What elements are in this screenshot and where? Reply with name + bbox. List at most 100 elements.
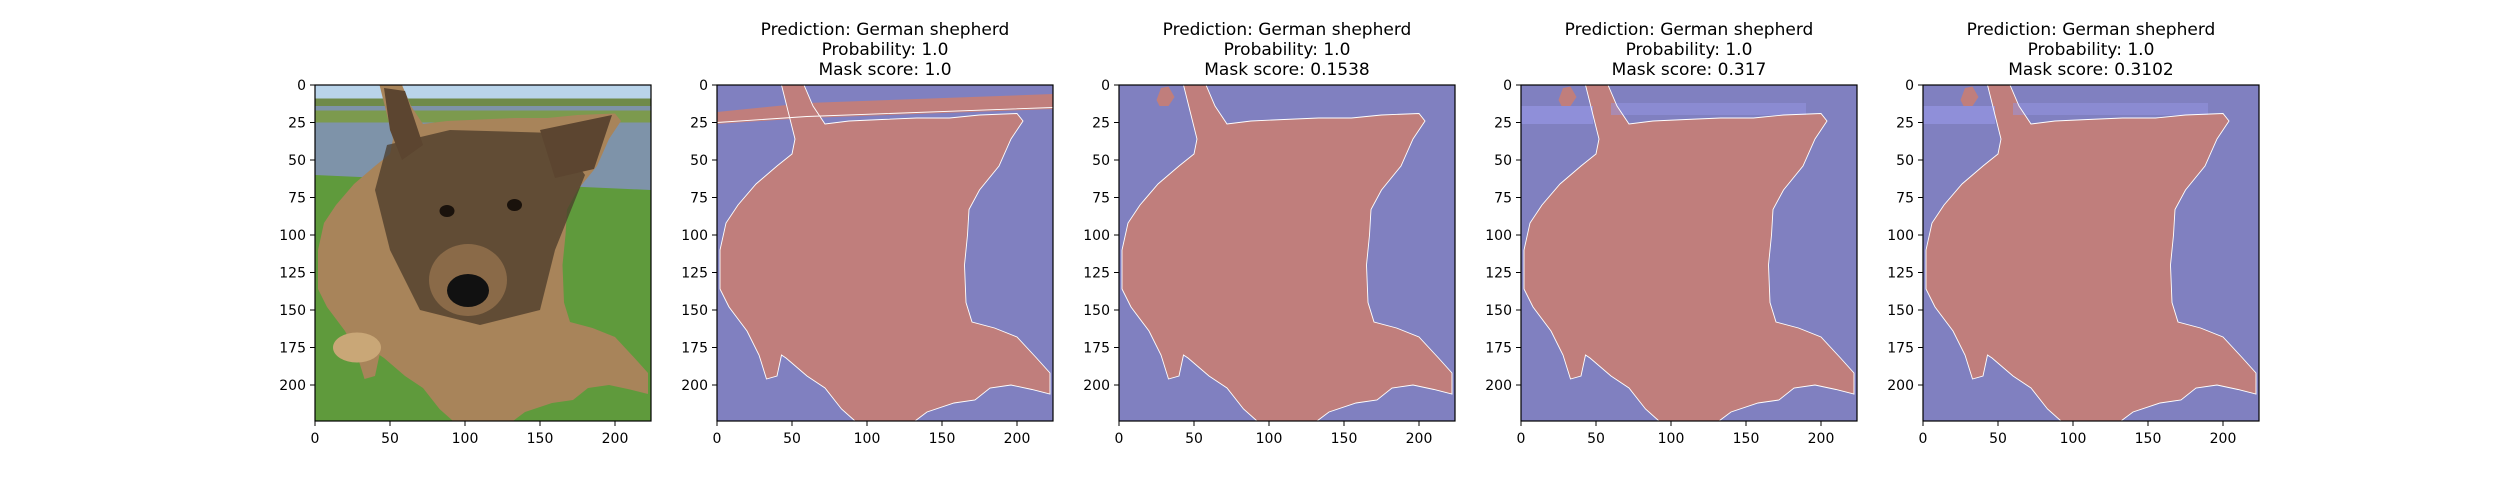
x-tick-label: 100	[452, 431, 479, 447]
y-tick-label: 200	[1485, 378, 1512, 394]
mask-outline	[1925, 85, 2257, 421]
dog-paw	[333, 332, 381, 363]
y-tick-label: 175	[279, 341, 306, 357]
y-tick-label: 25	[1092, 116, 1110, 132]
panel-title-line: Probability: 1.0	[2028, 40, 2155, 60]
mask-blob	[1156, 86, 1175, 106]
y-tick-label: 150	[279, 303, 306, 319]
x-tick-label: 50	[1185, 431, 1203, 447]
y-tick-label: 75	[1896, 191, 1914, 207]
mask-foreground	[1926, 85, 2256, 421]
y-tick-label: 0	[1503, 78, 1512, 94]
mask-strip-edge	[717, 107, 1053, 123]
x-tick-label: 100	[1256, 431, 1283, 447]
panel-image	[315, 85, 651, 421]
panel-title-line: Mask score: 0.1538	[1204, 60, 1369, 80]
x-tick-label: 150	[929, 431, 956, 447]
panel-1: 0 50 100 150 200 0 25 50 75 100 125 150 175 200	[279, 78, 652, 447]
axes-frame	[716, 84, 1054, 422]
panel-4: 0 50 100 150 200 0 25 50 75 100 125 150 175 200 Predic…	[1485, 20, 1858, 447]
y-tick-label: 100	[1485, 228, 1512, 244]
x-tick-label: 150	[2135, 431, 2162, 447]
y-tick-label: 0	[699, 78, 708, 94]
x-tick-label: 100	[1658, 431, 1685, 447]
y-tick-label: 0	[1101, 78, 1110, 94]
mask-highlight	[1611, 103, 1806, 115]
x-tick-label: 150	[1733, 431, 1760, 447]
mask-outline	[719, 85, 1051, 421]
panel-title-line: Prediction: German shepherd	[1565, 20, 1814, 40]
y-tick-label: 100	[1083, 228, 1110, 244]
y-tick-label: 150	[1083, 303, 1110, 319]
panel-2: 0 50 100 150 200 0 25 50 75 100 125 150 175 200 Predic…	[681, 20, 1054, 447]
y-tick-label: 50	[690, 153, 708, 169]
dog-left-ear	[384, 88, 423, 160]
panel-title-line: Prediction: German shepherd	[1163, 20, 1412, 40]
mask-foreground	[720, 85, 1050, 421]
y-tick-label: 150	[1887, 303, 1914, 319]
y-tick-label: 100	[1887, 228, 1914, 244]
y-tick-label: 150	[681, 303, 708, 319]
x-tick-label: 0	[1517, 431, 1526, 447]
mask-highlight	[2013, 103, 2208, 115]
mask-outline	[1121, 85, 1453, 421]
y-tick-label: 75	[288, 191, 306, 207]
y-tick-label: 50	[1092, 153, 1110, 169]
mask-highlight	[1521, 106, 1593, 124]
y-tick-label: 125	[1083, 266, 1110, 282]
y-tick-label: 50	[1494, 153, 1512, 169]
x-tick-label: 0	[1115, 431, 1124, 447]
y-tick-label: 200	[681, 378, 708, 394]
y-tick-label: 100	[279, 228, 306, 244]
mask-highlight	[1923, 106, 1995, 124]
panel-image	[1923, 85, 2259, 421]
axes-frame	[1520, 84, 1858, 422]
y-tick-label: 200	[279, 378, 306, 394]
panel-3: 0 50 100 150 200 0 25 50 75 100 125 150 175 200 Predic…	[1083, 20, 1456, 447]
panel-title-line: Probability: 1.0	[822, 40, 949, 60]
dog-right-ear	[540, 115, 612, 178]
y-tick-label: 25	[288, 116, 306, 132]
panel-image	[1119, 85, 1455, 421]
axes-frame	[1922, 84, 2260, 422]
y-tick-label: 75	[1092, 191, 1110, 207]
dog-left-eye	[439, 205, 455, 217]
mask-foreground	[1122, 85, 1452, 421]
panel-title-line: Mask score: 1.0	[818, 60, 951, 80]
x-tick-label: 0	[1919, 431, 1928, 447]
x-tick-label: 100	[2060, 431, 2087, 447]
y-tick-label: 25	[690, 116, 708, 132]
y-tick-label: 125	[279, 266, 306, 282]
x-tick-label: 150	[527, 431, 554, 447]
panel-title-line: Mask score: 0.317	[1612, 60, 1767, 80]
y-tick-label: 175	[1485, 341, 1512, 357]
x-tick-label: 200	[1406, 431, 1433, 447]
dog-fur-dark	[375, 130, 585, 325]
axes-frame	[314, 84, 652, 422]
y-tick-label: 150	[1485, 303, 1512, 319]
panel-title-line: Prediction: German shepherd	[1967, 20, 2216, 40]
y-tick-label: 175	[681, 341, 708, 357]
y-tick-label: 0	[297, 78, 306, 94]
dog-right-eye	[507, 199, 522, 211]
x-tick-label: 200	[2210, 431, 2237, 447]
panel-title-line: Prediction: German shepherd	[761, 20, 1010, 40]
panel-title-line: Probability: 1.0	[1626, 40, 1753, 60]
x-tick-label: 50	[1587, 431, 1605, 447]
y-tick-label: 175	[1887, 341, 1914, 357]
y-tick-label: 125	[681, 266, 708, 282]
y-tick-label: 125	[1485, 266, 1512, 282]
panel-title-line: Mask score: 0.3102	[2008, 60, 2173, 80]
x-tick-label: 50	[1989, 431, 2007, 447]
mask-outline	[1523, 85, 1855, 421]
dog-nose	[447, 274, 489, 307]
mask-blob	[1558, 86, 1577, 106]
panel-title-line: Probability: 1.0	[1224, 40, 1351, 60]
panel-image	[717, 85, 1053, 421]
y-tick-label: 50	[288, 153, 306, 169]
x-tick-label: 0	[311, 431, 320, 447]
mask-blob	[1960, 86, 1979, 106]
y-tick-label: 25	[1494, 116, 1512, 132]
treeline	[315, 98, 651, 108]
